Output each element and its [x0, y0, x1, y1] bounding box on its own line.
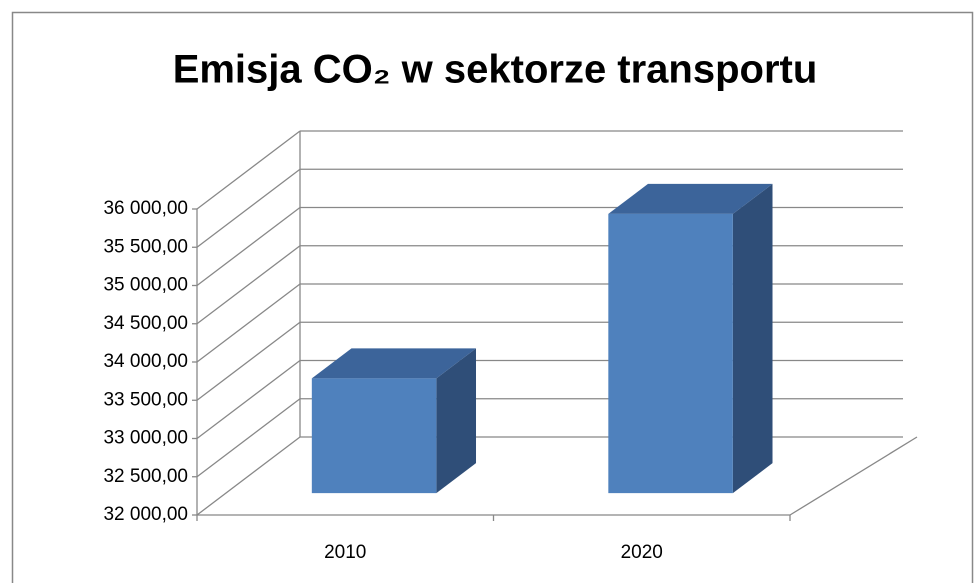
grid-line — [196, 245, 301, 325]
bar — [311, 378, 437, 494]
bar-top — [608, 183, 773, 214]
grid-line — [196, 130, 301, 210]
bar-side — [436, 348, 477, 494]
x-tick-label: 2010 — [324, 542, 366, 563]
x-tick-label: 2020 — [621, 542, 663, 563]
y-tick-label: 33 500,00 — [103, 389, 188, 410]
y-tick-label: 35 000,00 — [103, 275, 188, 296]
y-tick-label: 35 500,00 — [103, 236, 188, 257]
grid-line — [196, 283, 301, 363]
bar-top — [311, 348, 477, 379]
y-tick-label: 36 000,00 — [103, 198, 188, 219]
bar — [608, 213, 733, 494]
y-tick-label: 32 000,00 — [103, 504, 188, 525]
grid-line — [196, 206, 301, 287]
grid-line — [196, 359, 301, 440]
bar-side — [732, 183, 773, 494]
chart-border — [11, 11, 974, 583]
grid-line — [196, 436, 301, 516]
y-tick-label: 33 000,00 — [103, 428, 188, 449]
chart-title: Emisja CO₂ w sektorze transportu — [173, 48, 818, 92]
grid-line — [196, 398, 301, 478]
y-tick-label: 34 000,00 — [103, 351, 188, 372]
grid-line — [196, 321, 301, 401]
y-tick-label: 34 500,00 — [103, 313, 188, 334]
grid-line — [196, 168, 301, 248]
y-tick-label: 32 500,00 — [103, 466, 188, 487]
floor-edge — [789, 436, 918, 516]
